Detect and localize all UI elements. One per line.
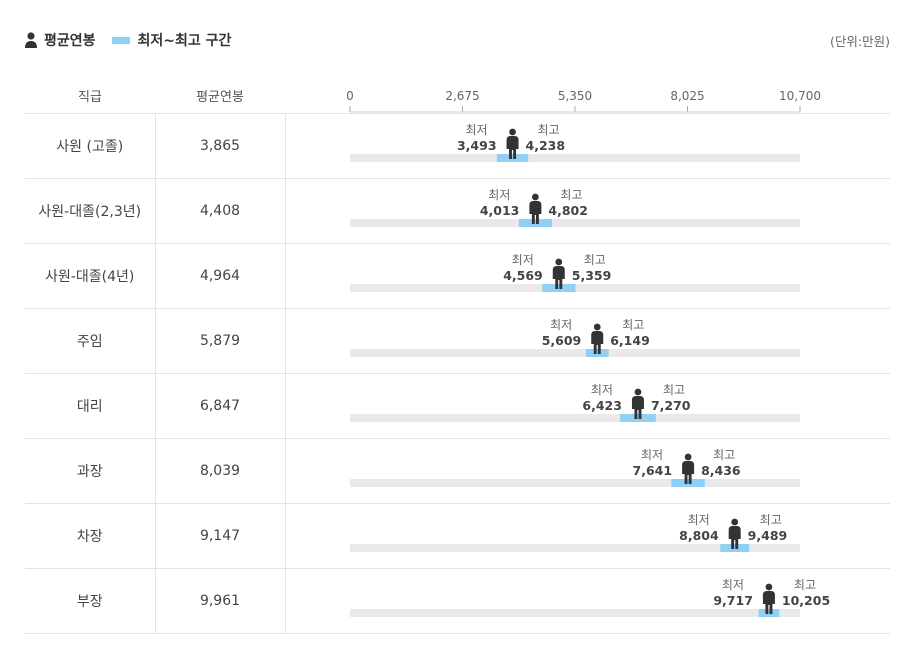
rank-cell: 과장 xyxy=(25,438,156,504)
header-axis xyxy=(285,78,890,114)
rank-cell: 사원-대졸(2,3년) xyxy=(25,178,156,244)
rank-cell: 사원 (고졸) xyxy=(25,113,156,179)
legend-range-label: 최저~최고 구간 xyxy=(137,33,232,49)
avg-salary-cell: 4,964 xyxy=(155,243,286,309)
header-avg: 평균연봉 xyxy=(155,78,285,114)
rank-cell: 사원-대졸(4년) xyxy=(25,243,156,309)
range-cell xyxy=(285,503,890,569)
header-rank: 직급 xyxy=(25,78,155,114)
unit-label: (단위:만원) xyxy=(830,34,890,49)
avg-salary-cell: 8,039 xyxy=(155,438,286,504)
avg-salary-cell: 9,147 xyxy=(155,503,286,569)
avg-salary-cell: 9,961 xyxy=(155,568,286,634)
legend: 평균연봉 최저~최고 구간 xyxy=(24,30,231,50)
range-cell xyxy=(285,308,890,374)
avg-salary-cell: 3,865 xyxy=(155,113,286,179)
range-cell xyxy=(285,243,890,309)
table-row: 사원-대졸(2,3년) 4,408 xyxy=(25,178,890,244)
range-swatch-icon xyxy=(111,36,130,44)
rank-cell: 대리 xyxy=(25,373,156,439)
legend-avg-label: 평균연봉 xyxy=(44,33,96,49)
table-row: 과장 8,039 xyxy=(25,438,890,504)
range-cell xyxy=(285,113,890,179)
avg-salary-cell: 6,847 xyxy=(155,373,286,439)
range-cell xyxy=(285,438,890,504)
person-icon xyxy=(25,32,37,48)
range-cell xyxy=(285,373,890,439)
table-row: 차장 9,147 xyxy=(25,503,890,569)
table-row: 사원 (고졸) 3,865 xyxy=(25,113,890,179)
table-row: 주임 5,879 xyxy=(25,308,890,374)
table-row: 부장 9,961 xyxy=(25,568,890,634)
range-cell xyxy=(285,568,890,634)
avg-salary-cell: 5,879 xyxy=(155,308,286,374)
table-header-row: 직급 평균연봉 xyxy=(25,78,890,114)
table-row: 사원-대졸(4년) 4,964 xyxy=(25,243,890,309)
avg-salary-cell: 4,408 xyxy=(155,178,286,244)
rank-cell: 부장 xyxy=(25,568,156,634)
rank-cell: 주임 xyxy=(25,308,156,374)
table-row: 대리 6,847 xyxy=(25,373,890,439)
salary-table: 직급 평균연봉 사원 (고졸) 3,865 사원-대졸(2,3년) 4,408 사원-대… xyxy=(25,78,890,634)
range-cell xyxy=(285,178,890,244)
rank-cell: 차장 xyxy=(25,503,156,569)
